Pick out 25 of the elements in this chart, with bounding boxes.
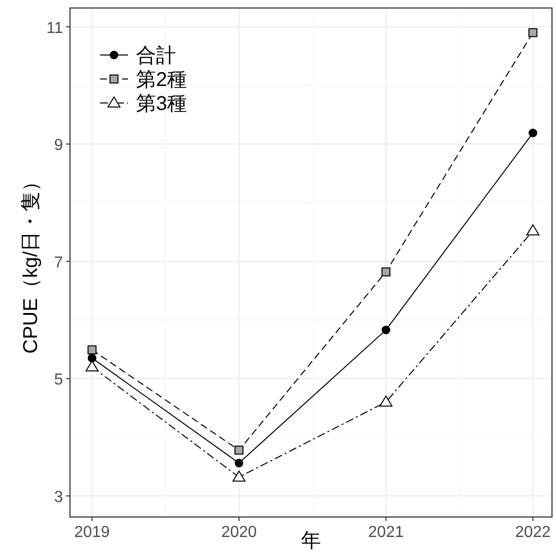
y-tick-label: 11 (46, 20, 64, 37)
y-axis-title: CPUE（kg/日・隻） (20, 171, 42, 354)
legend-label: 第2種 (136, 69, 188, 91)
x-tick-label: 2020 (221, 524, 257, 541)
y-tick-label: 9 (54, 137, 64, 154)
point (234, 446, 244, 455)
point (86, 360, 99, 372)
point (382, 326, 390, 334)
x-tick-label: 2021 (368, 524, 404, 541)
point (379, 396, 392, 407)
point (381, 267, 390, 276)
y-tick-label: 5 (54, 372, 64, 389)
point (232, 470, 246, 482)
x-tick-label: 2022 (515, 524, 551, 541)
y-tick-label: 3 (54, 488, 64, 506)
legend-label: 第3種 (136, 93, 188, 115)
x-tick-label: 2019 (74, 524, 110, 541)
point (234, 458, 244, 468)
point (528, 28, 538, 38)
y-tick-label: 7 (54, 254, 64, 272)
point (88, 345, 97, 354)
legend-label: 合計 (136, 45, 176, 67)
point (526, 224, 540, 236)
point (528, 128, 538, 138)
x-axis-title: 年 (301, 530, 321, 552)
